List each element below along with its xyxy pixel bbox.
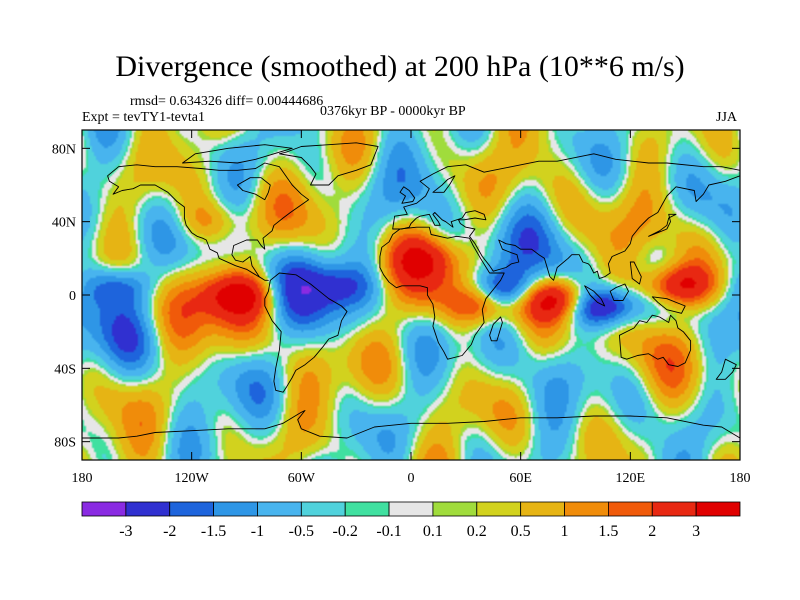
y-tick-label: 80S [54, 436, 76, 451]
colorbar-label: 1 [561, 523, 569, 540]
coast-antarctica [82, 410, 740, 439]
colorbar-swatch [169, 501, 215, 517]
x-tick-label: 0 [408, 471, 415, 486]
coastlines [82, 142, 740, 439]
colorbar-swatch [257, 501, 302, 517]
x-tick-label: 120E [616, 471, 646, 486]
map-area [82, 130, 740, 460]
colorbar-swatch [213, 501, 258, 517]
colorbar-swatch [564, 501, 609, 517]
period-label: 0376kyr BP - 0000kyr BP [320, 104, 466, 119]
y-axis: 80N 40N 0 40S 80S [52, 142, 740, 451]
coast-canadian-arctic [182, 144, 293, 164]
colorbar-swatch [476, 501, 522, 517]
colorbar-label: -1.5 [201, 523, 226, 540]
coast-australia [618, 314, 692, 367]
y-tick-label: 40S [54, 362, 76, 377]
coast-new-guinea [651, 296, 686, 314]
colorbar-label: 0.1 [423, 523, 443, 540]
x-tick-label: 60W [288, 471, 316, 486]
colorbar-label: -3 [119, 523, 132, 540]
colorbar-swatch [388, 501, 434, 517]
x-tick-label: 60E [509, 471, 532, 486]
x-tick-label: 120W [175, 471, 210, 486]
colorbar-label: 0.5 [511, 523, 531, 540]
colorbar-label: 0.2 [467, 523, 487, 540]
stats-label: rmsd= 0.634326 diff= 0.00444686 [130, 94, 324, 109]
colorbar-label: -0.5 [289, 523, 314, 540]
coast-indonesia-sumatra [584, 285, 606, 307]
y-tick-label: 80N [52, 142, 76, 157]
colorbar-label: -1 [251, 523, 264, 540]
coast-philippines [629, 261, 642, 285]
colorbar-label: 3 [692, 523, 700, 540]
colorbar-label: -2 [163, 523, 176, 540]
colorbar-swatch [520, 501, 565, 517]
coast-indonesia-borneo [609, 283, 629, 301]
colorbar-swatch [300, 501, 346, 517]
colorbar-label: 2 [648, 523, 656, 540]
colorbar-swatch [695, 501, 741, 517]
colorbar-swatch [651, 501, 697, 517]
colorbar-swatch [344, 501, 390, 517]
coast-north-america [107, 162, 310, 281]
season-label: JJA [716, 110, 738, 125]
y-tick-label: 0 [69, 289, 76, 304]
coast-greenland [278, 142, 379, 186]
colorbar-label: -0.1 [376, 523, 401, 540]
colorbar-label: -0.2 [333, 523, 358, 540]
coast-south-america [264, 272, 348, 393]
x-tick-label: 180 [72, 471, 93, 486]
colorbar-swatch [81, 501, 127, 517]
coast-africa [379, 226, 505, 360]
chart-title: Divergence (smoothed) at 200 hPa (10**6 … [115, 50, 685, 83]
coast-new-zealand [715, 358, 737, 380]
colorbar-swatch [608, 501, 653, 517]
divergence-field [82, 130, 740, 460]
experiment-label: Expt = tevTY1-tevta1 [82, 110, 205, 125]
coast-madagascar [489, 316, 503, 342]
colorbar-swatch [432, 501, 478, 517]
coast-hudson-bay [236, 177, 271, 201]
coast-japan [648, 213, 677, 237]
colorbar-label: 1.5 [598, 523, 618, 540]
coast-britain [399, 186, 416, 204]
coast-eurasia [392, 153, 740, 281]
colorbar: -3 -2 -1.5 -1 -0.5 -0.2 -0.1 0.1 0.2 0.5 1 1.5 2 3 [81, 501, 741, 540]
x-tick-label: 180 [730, 471, 751, 486]
colorbar-swatch [125, 501, 171, 517]
coast-scandinavia-inner [432, 175, 456, 193]
x-axis: 180 120W 60W 0 60E 120E 180 [72, 130, 751, 486]
y-tick-label: 40N [52, 216, 76, 231]
